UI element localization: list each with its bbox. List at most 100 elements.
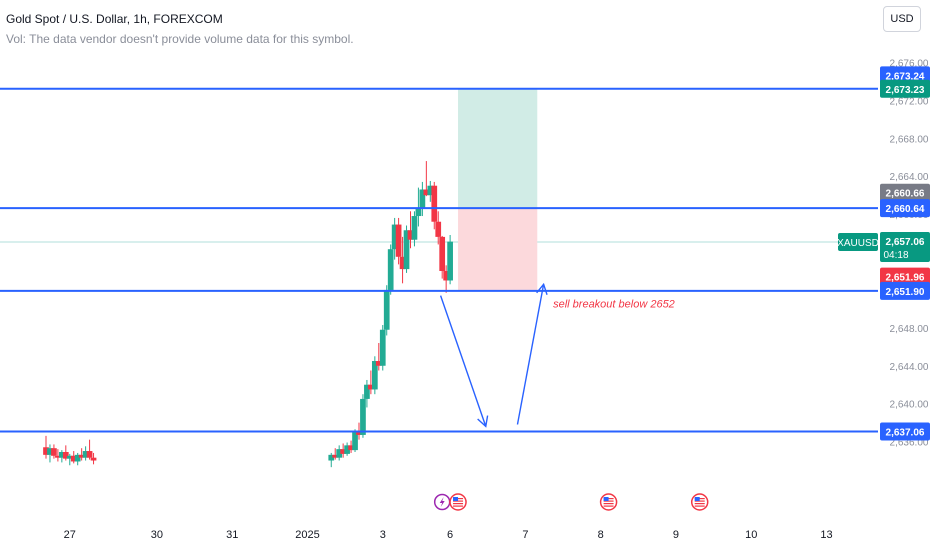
level-price-label-background (880, 281, 930, 300)
candle-body (58, 451, 65, 458)
time-axis[interactable]: 27 30 31 2025 3 6 7 8 9 10 13 (64, 529, 833, 541)
annotation-text[interactable]: sell breakout below 2652 (553, 299, 675, 311)
time-tick-label: 31 (226, 529, 238, 541)
us-flag-event-icon[interactable] (449, 493, 467, 511)
time-tick-label: 30 (151, 529, 163, 541)
lightning-glyph (439, 497, 445, 507)
candle-body (375, 361, 382, 366)
flag-stripe (694, 503, 705, 505)
currency-button[interactable]: USD (883, 6, 921, 32)
price-tick-label: 2,644.00 (890, 362, 929, 373)
price-tag-label: 2,673.24 (886, 71, 925, 82)
level-price-label: 2,637.06 (886, 428, 925, 439)
volume-note: Vol: The data vendor doesn't provide vol… (6, 32, 354, 46)
candle-body (407, 230, 414, 240)
last-price-label: 2,657.06 (886, 237, 925, 248)
arrow-head (477, 415, 489, 428)
candle-body (395, 224, 402, 257)
candle-body (411, 216, 418, 240)
price-tag-label: 2,651.96 (886, 273, 925, 284)
candle-body (360, 398, 366, 435)
candle-body (435, 221, 442, 237)
chart-title: Gold Spot / U.S. Dollar, 1h, FOREXCOM (6, 12, 223, 26)
level-price-label-background (880, 79, 930, 98)
candle-body (70, 455, 77, 462)
flag-stripe (694, 500, 705, 502)
time-tick-label: 3 (380, 529, 386, 541)
candle-body (439, 236, 446, 271)
candle-body (340, 449, 346, 454)
level-price-label: 2,651.90 (886, 287, 925, 298)
price-tick-label: 2,672.00 (890, 96, 929, 107)
price-axis[interactable]: 2,636.002,640.002,644.002,648.002,652.00… (837, 0, 932, 550)
candle-body (62, 451, 69, 459)
level-price-label-background (880, 199, 930, 218)
time-tick-label: 6 (447, 529, 453, 541)
countdown-label: 04:18 (883, 250, 908, 261)
flag-stripe (694, 505, 705, 507)
candle-body (403, 230, 410, 270)
candle-body (447, 241, 453, 281)
time-tick-label: 7 (522, 529, 528, 541)
arrow-head (536, 282, 548, 295)
price-tick-label: 2,636.00 (890, 438, 929, 449)
candle-body (419, 189, 426, 209)
flag-canton (453, 497, 459, 501)
flag-canton (694, 497, 700, 501)
candle-body (415, 208, 422, 217)
price-tick-label: 2,640.00 (890, 400, 929, 411)
flag-stripe (453, 505, 464, 507)
candle-body (51, 448, 57, 456)
time-tick-label: 8 (598, 529, 604, 541)
flag-canton (603, 497, 609, 501)
candle-body (391, 224, 398, 250)
time-tick-label: 10 (745, 529, 757, 541)
last-price-box (880, 232, 930, 263)
price-tick-label: 2,668.00 (890, 134, 929, 145)
trend-arrow[interactable] (516, 284, 545, 425)
candle-body (55, 455, 61, 458)
events-layer[interactable] (433, 493, 709, 511)
candle-body (348, 445, 354, 451)
price-tag-label-background (880, 267, 930, 286)
candle-body (443, 271, 450, 281)
candle-body (43, 447, 49, 455)
us-flag-event-icon[interactable] (599, 493, 618, 511)
trend-arrow[interactable] (439, 295, 487, 427)
candle-body (431, 185, 438, 222)
candle-body (364, 384, 370, 399)
candle-body (371, 361, 378, 390)
candle-body (383, 289, 390, 330)
candle-body (356, 431, 362, 435)
level-price-label: 2,673.23 (886, 85, 925, 96)
price-tag-label-background (880, 183, 930, 202)
candle-body (387, 249, 394, 290)
flag-stripe (603, 503, 614, 505)
us-flag-event-icon[interactable] (690, 493, 709, 511)
stop-zone[interactable] (458, 208, 538, 291)
time-tick-label: 2025 (295, 529, 319, 541)
price-tag-label: 2,660.66 (886, 189, 925, 200)
candle-body (399, 256, 406, 270)
time-tick-label: 9 (673, 529, 679, 541)
position-tool[interactable] (458, 88, 538, 291)
level-price-label-background (880, 422, 930, 441)
candle-body (336, 449, 343, 458)
target-zone[interactable] (458, 88, 538, 209)
level-price-label: 2,660.64 (886, 204, 925, 215)
candle-body (328, 454, 335, 461)
flag-stripe (453, 503, 464, 505)
candle-body (78, 454, 85, 458)
candle-body (352, 431, 358, 451)
time-tick-label: 13 (820, 529, 832, 541)
candle-body (423, 189, 430, 196)
symbol-badge: XAUUSD (837, 238, 879, 249)
candle-body (344, 445, 350, 454)
candle-body (86, 451, 93, 458)
flag-stripe (603, 500, 614, 502)
drawings-layer[interactable]: sell breakout below 2652 (439, 282, 675, 428)
candle-body (47, 448, 53, 455)
price-tick-label: 2,676.00 (890, 59, 929, 70)
candle-body (90, 457, 97, 461)
